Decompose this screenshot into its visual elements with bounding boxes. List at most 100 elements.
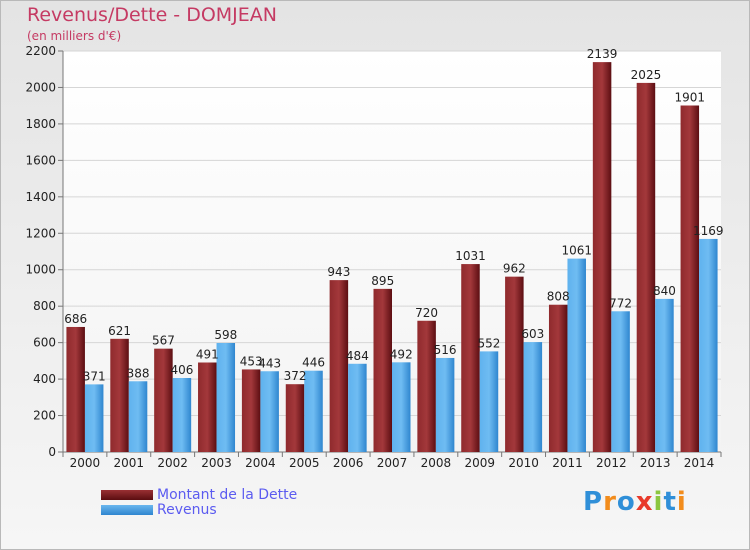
data-label-revenus: 371 [83,369,106,383]
chart-subtitle: (en milliers d'€) [27,29,122,43]
x-tick-label: 2009 [464,456,495,470]
legend-swatch-dette [101,490,153,500]
bar-revenus [655,298,674,452]
data-label-dette: 808 [547,290,570,304]
x-tick-label: 2006 [333,456,364,470]
bar-revenus [611,311,630,452]
bar-revenus [260,371,279,452]
y-tick-label: 800 [33,299,56,313]
bar-dette [461,264,480,452]
data-label-dette: 895 [371,274,394,288]
x-tick-label: 2011 [552,456,583,470]
data-label-revenus: 1169 [693,224,724,238]
y-tick-label: 1600 [25,153,56,167]
y-tick-label: 1200 [25,226,56,240]
data-label-revenus: 388 [127,366,150,380]
bar-dette [66,326,85,452]
data-label-dette: 1031 [455,249,486,263]
y-tick-label: 600 [33,336,56,350]
bar-revenus [392,362,411,452]
bar-dette [110,338,129,452]
data-label-revenus: 484 [346,349,369,363]
x-tick-label: 2014 [684,456,715,470]
data-label-dette: 2025 [631,68,662,82]
proxiti-logo: Proxiti [583,487,687,517]
legend-swatch-revenus [101,505,153,515]
bar-dette [505,276,524,452]
logo-letter: P [583,487,604,517]
data-label-revenus: 598 [214,328,237,342]
data-label-dette: 372 [284,369,307,383]
logo-letter: r [603,487,617,517]
bar-revenus [523,342,543,452]
bar-revenus [128,381,148,452]
data-label-dette: 491 [196,348,219,362]
bar-revenus [435,357,455,452]
data-label-dette: 1901 [675,90,706,104]
legend-item-revenus: Revenus [101,502,217,518]
data-label-dette: 962 [503,262,526,276]
bar-revenus [216,343,236,452]
bar-dette [373,288,392,452]
x-tick-label: 2008 [421,456,452,470]
x-tick-label: 2005 [289,456,320,470]
bar-dette [680,105,700,452]
data-label-revenus: 406 [170,363,193,377]
logo-letter: t [663,487,677,517]
x-tick-label: 2013 [640,456,671,470]
data-label-revenus: 1061 [561,244,592,258]
bar-revenus [348,363,367,452]
x-tick-label: 2003 [201,456,232,470]
data-label-dette: 621 [108,324,131,338]
data-label-dette: 453 [240,354,263,368]
x-tick-label: 2002 [157,456,188,470]
legend-item-dette: Montant de la Dette [101,487,297,503]
x-tick-label: 2012 [596,456,627,470]
bar-revenus [479,351,499,452]
data-label-dette: 2139 [587,47,618,61]
bar-dette [417,320,436,452]
y-tick-label: 0 [48,445,56,459]
data-label-dette: 686 [64,312,87,326]
y-tick-label: 400 [33,372,56,386]
bar-dette [285,384,305,452]
bar-revenus [567,258,586,452]
data-label-revenus: 492 [390,347,413,361]
bar-revenus [699,238,718,452]
data-label-revenus: 772 [609,296,632,310]
bar-dette [592,62,612,452]
x-tick-label: 2010 [508,456,539,470]
data-label-dette: 720 [415,306,438,320]
bar-dette [198,362,217,452]
bar-revenus [304,370,323,452]
y-tick-label: 1800 [25,117,56,131]
logo-letter: x [635,487,654,517]
logo-letter: o [616,487,636,517]
data-label-revenus: 552 [478,336,501,350]
data-label-revenus: 603 [521,327,544,341]
x-tick-label: 2007 [377,456,408,470]
y-tick-label: 1400 [25,190,56,204]
logo-letter: i [653,487,664,517]
chart-title: Revenus/Dette - DOMJEAN [27,4,277,26]
data-label-revenus: 443 [258,356,281,370]
y-tick-label: 200 [33,409,56,423]
y-tick-label: 2200 [25,44,56,58]
y-tick-label: 2000 [25,80,56,94]
data-label-revenus: 446 [302,356,325,370]
x-tick-label: 2001 [114,456,145,470]
data-label-revenus: 516 [434,343,457,357]
bar-dette [329,280,349,452]
bar-dette [548,304,568,452]
data-label-revenus: 840 [653,284,676,298]
bar-revenus [84,384,104,452]
y-tick-label: 1000 [25,263,56,277]
x-tick-label: 2004 [245,456,276,470]
bar-dette [636,82,656,452]
x-tick-label: 2000 [70,456,101,470]
data-label-dette: 567 [152,334,175,348]
legend-label-revenus: Revenus [157,502,217,518]
logo-letter: i [676,487,687,517]
